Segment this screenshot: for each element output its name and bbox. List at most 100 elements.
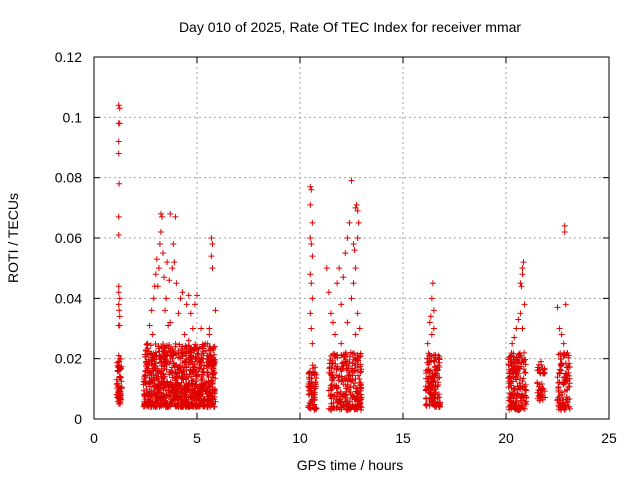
data-point [198,351,205,358]
data-point [353,405,360,412]
data-point [331,350,338,357]
data-point [423,395,430,402]
data-point [190,377,197,384]
data-point [357,382,364,389]
data-point [541,370,548,377]
data-point [175,310,182,317]
data-point [348,378,355,385]
data-point [143,341,150,348]
data-point [428,357,435,364]
data-point [309,219,316,226]
data-point [208,253,215,260]
data-point [507,398,514,405]
data-point [327,392,334,399]
data-point [429,280,436,287]
data-point [203,347,210,354]
data-point [311,406,318,413]
data-point [355,219,362,226]
data-point [179,289,186,296]
data-point [185,292,192,299]
data-point [312,385,319,392]
data-point [566,383,573,390]
data-point [159,384,166,391]
data-point [141,392,148,399]
data-point [560,340,567,347]
data-point [175,354,182,361]
data-point [177,362,184,369]
data-point [512,359,519,366]
data-point [338,340,345,347]
data-point [436,354,443,361]
data-point [171,395,178,402]
data-point [334,280,341,287]
data-point [556,379,563,386]
data-point [344,235,351,241]
data-point [513,325,520,332]
data-point [208,380,215,387]
data-point [113,391,120,398]
data-point [191,361,198,368]
data-point [521,405,528,412]
data-point [512,368,519,375]
data-point [537,391,544,398]
data-point [325,289,332,296]
data-point [144,340,151,347]
data-point [116,307,123,314]
data-point [151,364,158,371]
data-point [181,345,188,352]
data-point [566,360,573,367]
data-point [432,390,439,397]
data-point [175,364,182,371]
data-point [308,398,315,405]
data-point [564,364,571,371]
data-point [557,356,564,363]
data-point [172,340,179,347]
data-point [539,385,546,392]
data-point [193,372,200,379]
data-point [424,367,431,374]
data-point [435,362,442,369]
data-point [179,353,186,360]
data-point [185,403,192,410]
data-point [166,371,173,378]
x-tick-label: 25 [601,430,617,446]
data-point [352,331,359,338]
data-point [353,367,360,374]
data-point [118,384,125,391]
data-point [335,384,342,391]
data-point [430,307,437,314]
grid-lines [94,57,609,419]
data-point [166,403,173,410]
data-point [178,375,185,382]
data-point [181,382,188,389]
data-point [141,379,148,386]
data-point [183,301,190,308]
data-point [152,362,159,369]
y-tick-label: 0.08 [55,170,82,186]
data-point [116,120,123,127]
data-point [152,341,159,348]
data-point [148,389,155,396]
data-point [333,366,340,373]
data-point [556,325,563,332]
data-point [151,386,158,393]
data-point [534,380,541,387]
data-point [116,295,123,302]
data-point [201,362,208,369]
data-point [309,340,316,347]
data-point [561,222,568,229]
data-point [168,367,175,374]
data-point [117,355,124,362]
data-point [115,301,122,308]
data-point [559,391,566,398]
data-point [157,228,164,235]
data-point [190,364,197,371]
data-point [169,374,176,381]
data-point [167,345,174,352]
data-point [115,102,122,109]
data-point [187,367,194,374]
data-point [557,350,564,357]
data-point [523,387,530,394]
data-point [197,399,204,406]
data-point [516,380,523,387]
